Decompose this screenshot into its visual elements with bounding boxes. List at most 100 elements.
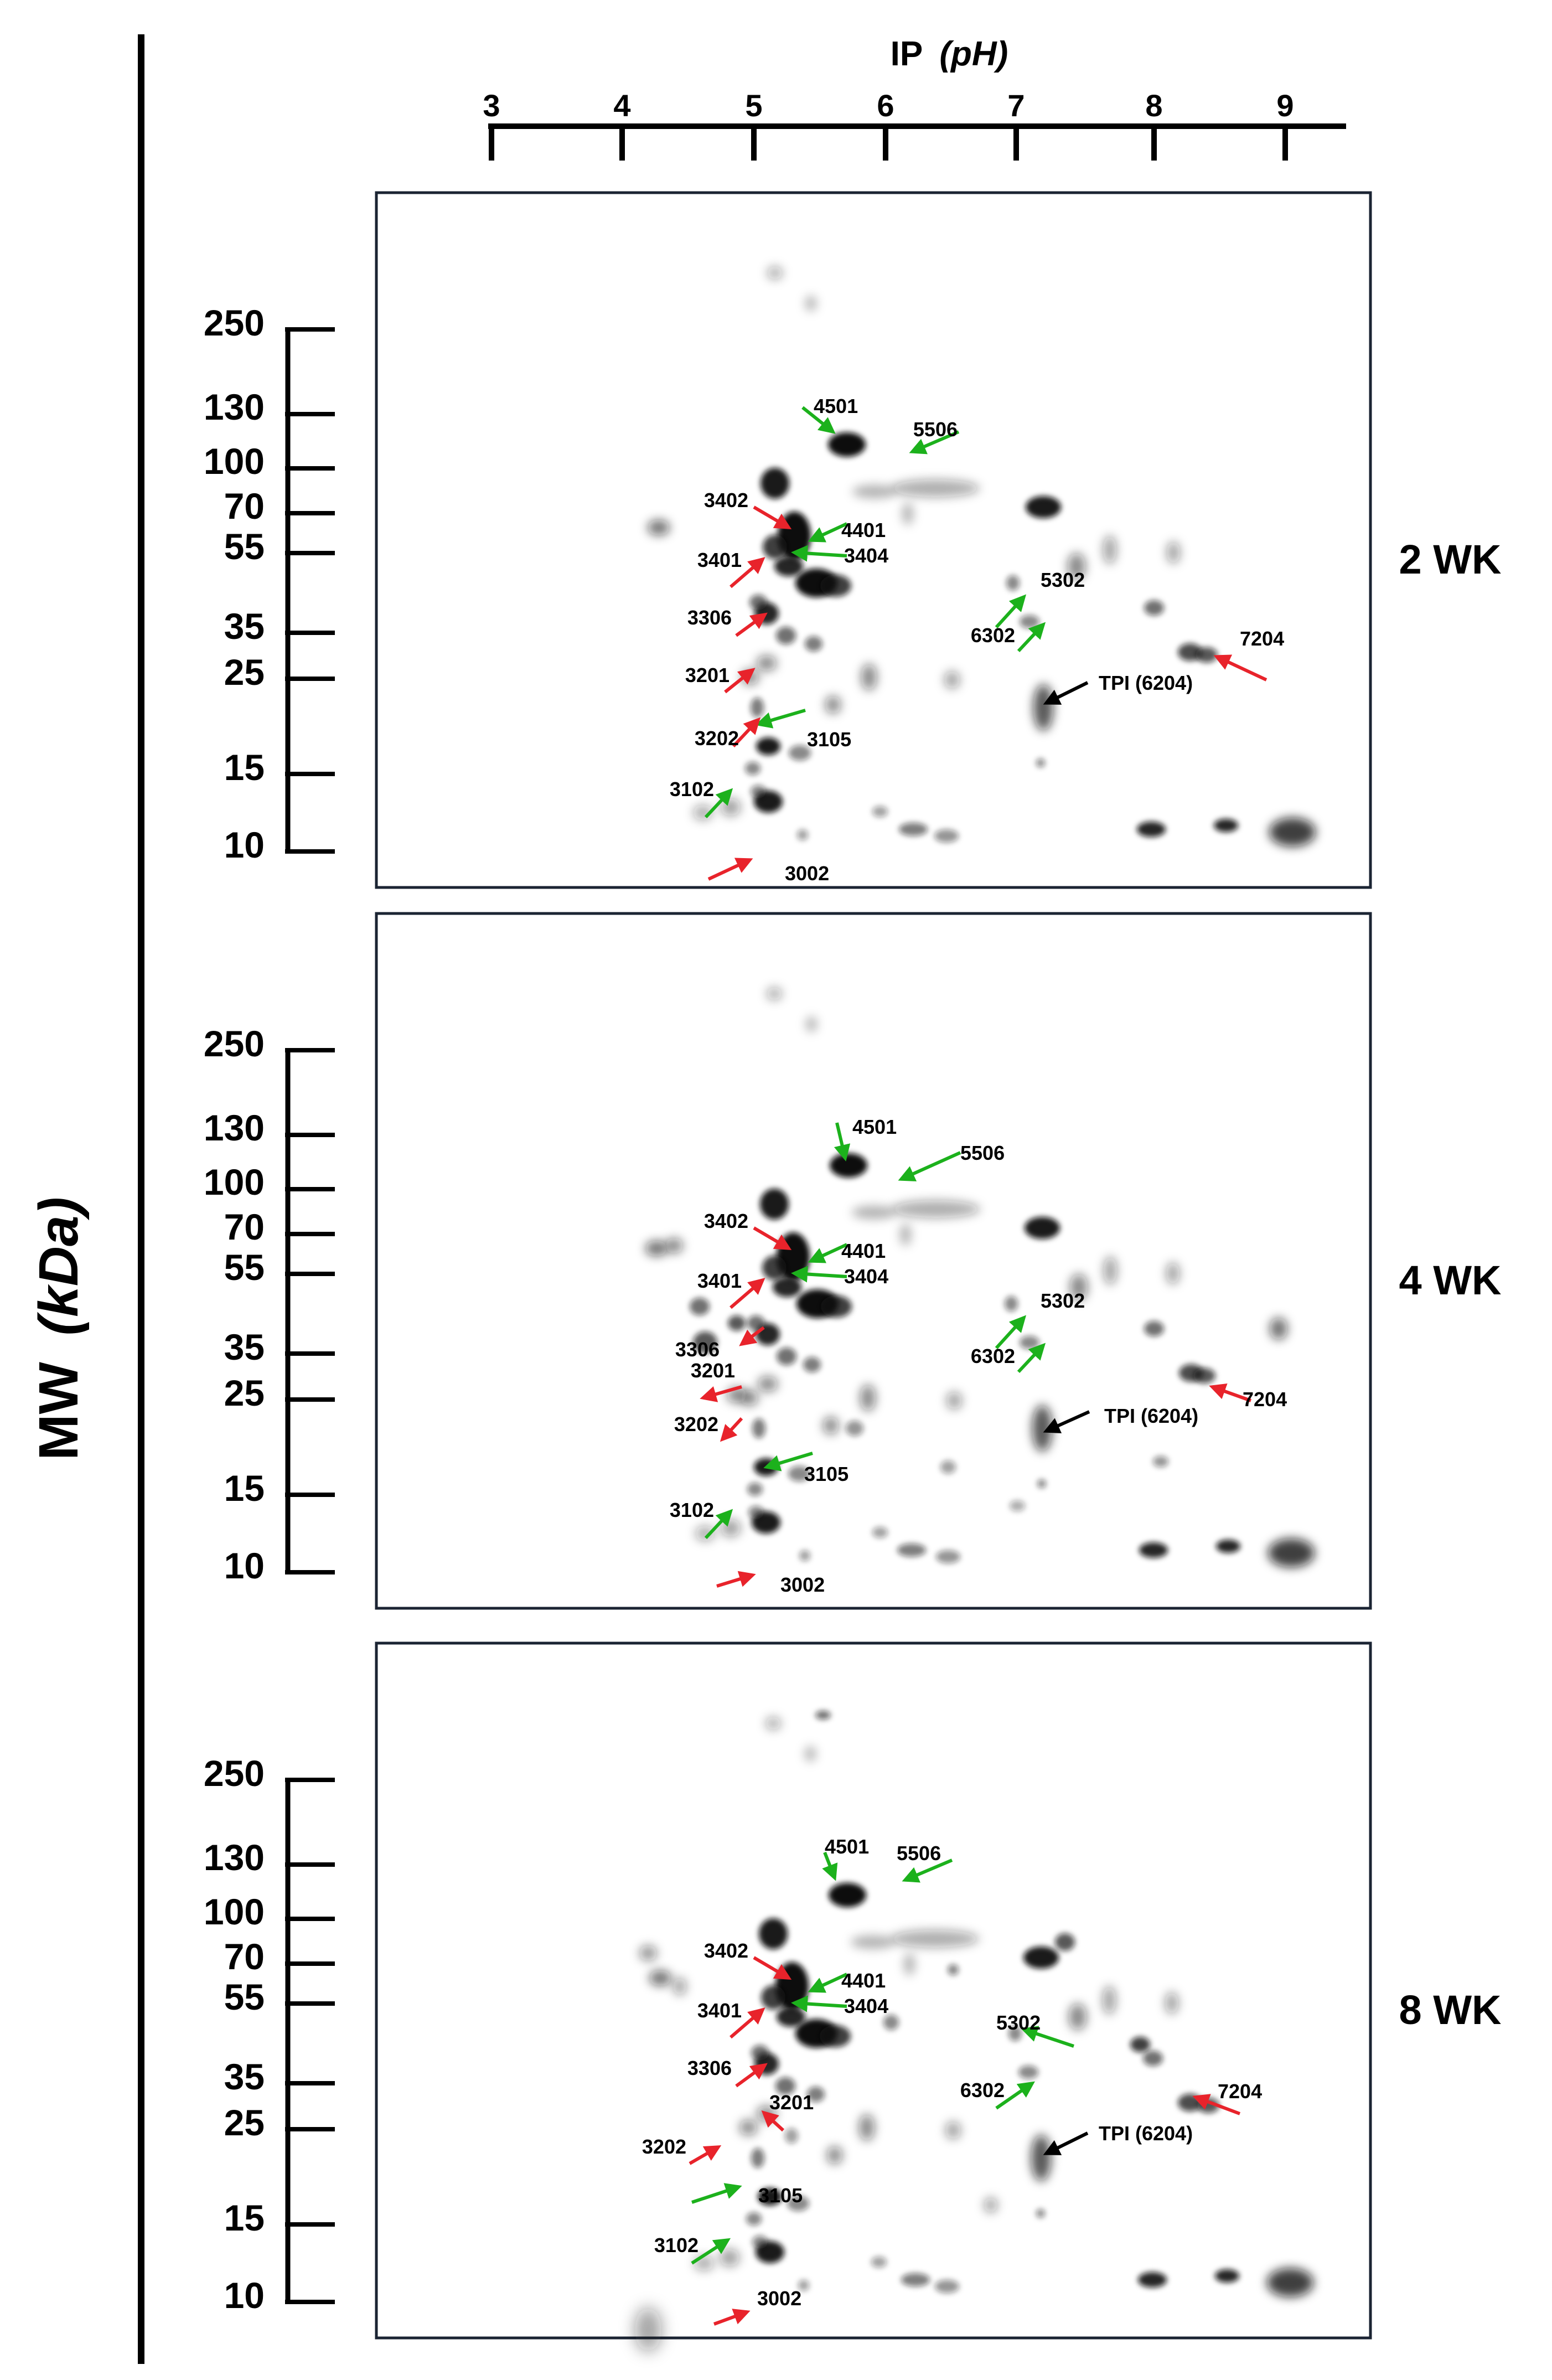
protein-spot bbox=[799, 1550, 810, 1561]
spot-label: 6302 bbox=[971, 1345, 1015, 1367]
spot-label: 3102 bbox=[670, 1499, 714, 1521]
spot-label: 3201 bbox=[691, 1359, 735, 1382]
mw-tick-label: 35 bbox=[224, 1326, 265, 1367]
protein-spot bbox=[797, 829, 808, 840]
spot-arrow-red bbox=[735, 2063, 768, 2088]
protein-spot bbox=[1031, 2135, 1051, 2181]
spot-arrow-green bbox=[791, 545, 847, 562]
spot-label: 3102 bbox=[670, 778, 714, 801]
protein-spot bbox=[1165, 1992, 1178, 2014]
spot-label: 4401 bbox=[841, 1969, 886, 1992]
protein-spot bbox=[827, 2146, 842, 2164]
ph-tick-label: 8 bbox=[1145, 88, 1162, 123]
protein-spot bbox=[859, 2114, 875, 2141]
protein-spot bbox=[761, 1985, 785, 2010]
protein-spot bbox=[1143, 2051, 1163, 2066]
spot-label: 3105 bbox=[804, 1463, 849, 1485]
protein-spot bbox=[1166, 1262, 1179, 1284]
protein-spot bbox=[1268, 1539, 1315, 1567]
spot-label: 3105 bbox=[807, 728, 851, 751]
mw-tick-label: 100 bbox=[204, 1161, 265, 1202]
protein-spot bbox=[777, 1348, 796, 1365]
svg-text:MW (kDa): MW (kDa) bbox=[28, 1197, 90, 1460]
protein-spot bbox=[752, 1418, 765, 1438]
protein-spot bbox=[1214, 819, 1238, 832]
protein-spot bbox=[760, 1189, 789, 1220]
spot-arrow-black bbox=[1043, 1410, 1090, 1433]
protein-spot bbox=[762, 1256, 787, 1280]
mw-tick-label: 130 bbox=[204, 1107, 265, 1148]
protein-spot bbox=[739, 2120, 757, 2135]
mw-tick-label: 10 bbox=[224, 1545, 265, 1586]
spot-arrow-green bbox=[1017, 1343, 1046, 1374]
protein-spot bbox=[904, 1953, 915, 1975]
mw-tick-label: 15 bbox=[224, 2197, 265, 2238]
protein-spot bbox=[846, 1421, 863, 1436]
spot-arrow-red bbox=[761, 2110, 785, 2132]
protein-spot bbox=[758, 1376, 778, 1392]
spot-arrow-red bbox=[707, 858, 753, 881]
protein-spot bbox=[852, 1206, 896, 1219]
mw-tick-label: 100 bbox=[204, 1891, 265, 1932]
mw-tick-label: 35 bbox=[224, 2056, 265, 2097]
protein-spot bbox=[828, 432, 866, 457]
spot-label: 4501 bbox=[852, 1116, 897, 1138]
protein-spot bbox=[1270, 1318, 1287, 1340]
ph-axis-title-text: IP bbox=[891, 35, 922, 73]
protein-spot bbox=[1036, 2209, 1045, 2218]
spot-arrow-red bbox=[732, 717, 761, 748]
protein-spot bbox=[1010, 1500, 1025, 1511]
protein-spot bbox=[728, 1315, 746, 1331]
protein-spot bbox=[748, 1506, 764, 1519]
mw-tick-label: 250 bbox=[204, 1023, 265, 1064]
protein-spot bbox=[803, 1357, 821, 1372]
spot-label: 3202 bbox=[695, 727, 739, 750]
spot-label: 7204 bbox=[1240, 627, 1284, 650]
protein-spot bbox=[1025, 1217, 1060, 1239]
spot-label: TPI (6204) bbox=[1104, 1405, 1198, 1427]
protein-spot bbox=[694, 2255, 714, 2271]
svg-text:IP (pH): IP (pH) bbox=[891, 35, 1008, 73]
spot-arrow-red bbox=[739, 1326, 765, 1346]
protein-spot bbox=[751, 2148, 764, 2168]
protein-spot bbox=[820, 2025, 851, 2047]
spot-label: 3201 bbox=[769, 2091, 814, 2114]
spot-arrow-green bbox=[755, 709, 806, 729]
protein-spot bbox=[1269, 818, 1316, 846]
protein-spot bbox=[805, 1746, 816, 1762]
spot-arrow-red bbox=[1213, 654, 1268, 682]
mw-axis-title-text: MW bbox=[28, 1361, 90, 1460]
protein-spot bbox=[1144, 1321, 1164, 1336]
protein-spot bbox=[798, 2280, 809, 2291]
spot-arrow-green bbox=[691, 2238, 731, 2265]
protein-spot bbox=[934, 829, 959, 843]
protein-spot bbox=[805, 636, 822, 652]
protein-spot bbox=[891, 479, 980, 497]
protein-spot bbox=[1006, 575, 1020, 591]
spot-label: 3404 bbox=[844, 544, 888, 567]
ph-tick-label: 4 bbox=[613, 88, 630, 123]
spot-arrow-red bbox=[720, 1417, 743, 1442]
protein-spot bbox=[720, 2249, 739, 2267]
mw-tick-label: 100 bbox=[204, 441, 265, 482]
protein-spot bbox=[776, 627, 796, 644]
protein-spot bbox=[872, 806, 888, 817]
protein-spot bbox=[1167, 541, 1180, 564]
protein-spot bbox=[806, 1016, 817, 1032]
mw-tick-label: 250 bbox=[204, 1753, 265, 1794]
protein-spot bbox=[763, 535, 787, 559]
spot-label: 4501 bbox=[814, 395, 858, 417]
protein-spot bbox=[948, 1964, 959, 1975]
protein-spot bbox=[899, 823, 928, 836]
protein-spot bbox=[892, 1200, 980, 1218]
protein-spot bbox=[984, 2197, 997, 2213]
protein-spot bbox=[747, 1483, 763, 1496]
spot-label: 3404 bbox=[844, 1265, 888, 1288]
protein-spot bbox=[649, 1970, 671, 1986]
spot-label: TPI (6204) bbox=[1099, 2122, 1193, 2145]
protein-spot bbox=[645, 1241, 668, 1256]
spot-label: 4401 bbox=[841, 519, 886, 541]
